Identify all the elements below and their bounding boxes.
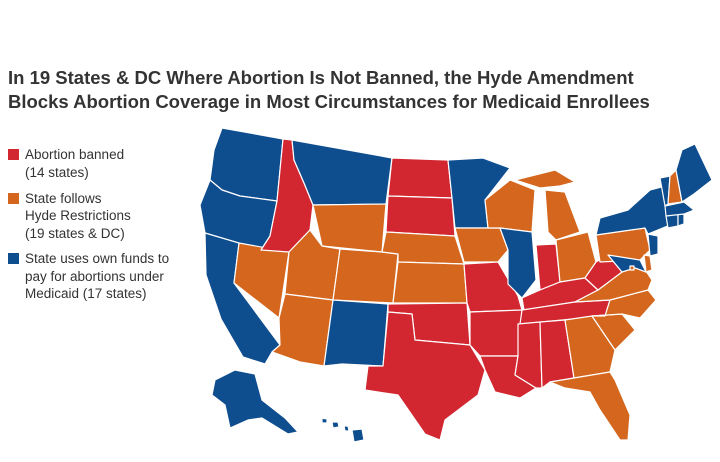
state-iowa <box>454 227 509 263</box>
state-maryland <box>607 254 647 273</box>
state-new-jersey <box>647 233 659 257</box>
legend-swatch-banned <box>8 149 19 160</box>
legend-label-own-funds-line-1: State uses own funds to <box>25 251 170 266</box>
state-wyoming <box>312 203 387 253</box>
legend-note-banned: (14 states) <box>25 165 89 180</box>
state-delaware <box>643 254 653 273</box>
state-alaska <box>211 369 299 435</box>
state-hawaii <box>321 417 365 443</box>
state-michigan <box>514 169 581 241</box>
state-florida <box>549 371 631 441</box>
map-title-line-1: In 19 States & DC Where Abortion Is Not … <box>8 67 634 88</box>
state-georgia <box>564 315 616 379</box>
states-layer <box>199 127 713 443</box>
state-colorado <box>332 248 399 304</box>
legend-label-hyde-line-2: Hyde Restrictions <box>25 208 131 223</box>
legend-item-banned: Abortion banned (14 states) <box>8 146 198 182</box>
state-kansas <box>392 261 468 304</box>
state-rhode-island <box>677 213 685 227</box>
legend-swatch-hyde <box>8 192 19 204</box>
state-mississippi <box>514 321 543 389</box>
legend-label-hyde-line-1: State follows <box>25 190 102 206</box>
state-district-of-columbia <box>629 265 635 271</box>
state-new-mexico <box>323 299 389 367</box>
map-title: In 19 States & DC Where Abortion Is Not … <box>8 66 714 114</box>
state-texas <box>364 311 486 441</box>
legend-label-own-funds-line-3: Medicaid (17 states) <box>25 286 147 301</box>
state-arkansas <box>469 309 523 357</box>
legend-item-hyde: State follows Hyde Restrictions (19 stat… <box>8 190 198 243</box>
legend-item-own-funds: State uses own funds to pay for abortion… <box>8 250 198 303</box>
legend-swatch-own-funds <box>8 253 19 264</box>
map-legend: Abortion banned (14 states) State follow… <box>8 146 198 311</box>
state-maine <box>675 143 713 203</box>
state-south-dakota <box>385 195 456 237</box>
state-new-york <box>595 185 671 236</box>
legend-label-banned: Abortion banned <box>25 147 125 162</box>
legend-label-own-funds-line-2: pay for abortions under <box>25 268 164 284</box>
map-title-line-2: Blocks Abortion Coverage in Most Circums… <box>8 91 650 112</box>
state-north-dakota <box>387 157 453 199</box>
legend-note-hyde: (19 states & DC) <box>25 225 125 241</box>
